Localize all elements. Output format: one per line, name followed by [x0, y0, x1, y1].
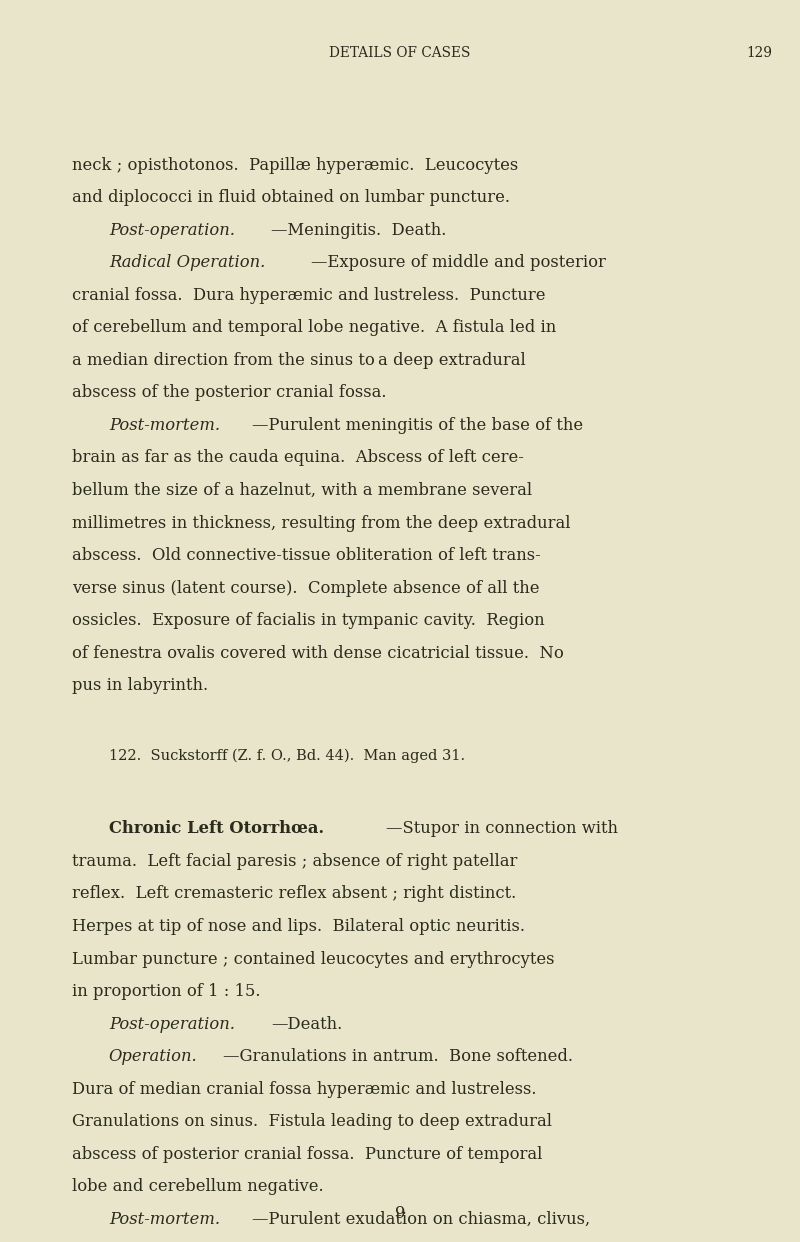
Text: DETAILS OF CASES: DETAILS OF CASES — [330, 46, 470, 60]
Text: Granulations on sinus.  Fistula leading to deep extradural: Granulations on sinus. Fistula leading t… — [72, 1113, 552, 1130]
Text: verse sinus (latent course).  Complete absence of all the: verse sinus (latent course). Complete ab… — [72, 580, 539, 596]
Text: Operation.: Operation. — [109, 1048, 198, 1066]
Text: 122.  Suckstorff (Z. f. O., Bd. 44).  Man aged 31.: 122. Suckstorff (Z. f. O., Bd. 44). Man … — [109, 749, 465, 764]
Text: Chronic Left Otorrhœa.: Chronic Left Otorrhœa. — [109, 821, 324, 837]
Text: of fenestra ovalis covered with dense cicatricial tissue.  No: of fenestra ovalis covered with dense ci… — [72, 645, 564, 662]
Text: —Exposure of middle and posterior: —Exposure of middle and posterior — [310, 255, 606, 271]
Text: Post-operation.: Post-operation. — [109, 1016, 235, 1032]
Text: Dura of median cranial fossa hyperæmic and lustreless.: Dura of median cranial fossa hyperæmic a… — [72, 1081, 537, 1098]
Text: Lumbar puncture ; contained leucocytes and erythrocytes: Lumbar puncture ; contained leucocytes a… — [72, 950, 554, 968]
Text: reflex.  Left cremasteric reflex absent ; right distinct.: reflex. Left cremasteric reflex absent ;… — [72, 886, 516, 903]
Text: in proportion of 1 : 15.: in proportion of 1 : 15. — [72, 984, 261, 1000]
Text: 129: 129 — [746, 46, 772, 60]
Text: —Purulent exudation on chiasma, clivus,: —Purulent exudation on chiasma, clivus, — [252, 1211, 590, 1228]
Text: abscess of the posterior cranial fossa.: abscess of the posterior cranial fossa. — [72, 384, 386, 401]
Text: brain as far as the cauda equina.  Abscess of left cere-: brain as far as the cauda equina. Absces… — [72, 450, 524, 467]
Text: a median direction from the sinus to a deep extradural: a median direction from the sinus to a d… — [72, 351, 526, 369]
Text: millimetres in thickness, resulting from the deep extradural: millimetres in thickness, resulting from… — [72, 514, 570, 532]
Text: trauma.  Left facial paresis ; absence of right patellar: trauma. Left facial paresis ; absence of… — [72, 853, 518, 869]
Text: —Granulations in antrum.  Bone softened.: —Granulations in antrum. Bone softened. — [223, 1048, 574, 1066]
Text: and diplococci in fluid obtained on lumbar puncture.: and diplococci in fluid obtained on lumb… — [72, 189, 510, 206]
Text: cranial fossa.  Dura hyperæmic and lustreless.  Puncture: cranial fossa. Dura hyperæmic and lustre… — [72, 287, 546, 304]
Text: ossicles.  Exposure of facialis in tympanic cavity.  Region: ossicles. Exposure of facialis in tympan… — [72, 612, 545, 630]
Text: 9: 9 — [394, 1205, 406, 1222]
Text: lobe and cerebellum negative.: lobe and cerebellum negative. — [72, 1179, 324, 1195]
Text: Post-mortem.: Post-mortem. — [109, 1211, 220, 1228]
Text: —Meningitis.  Death.: —Meningitis. Death. — [271, 221, 446, 238]
Text: Post-mortem.: Post-mortem. — [109, 417, 220, 433]
Text: pus in labyrinth.: pus in labyrinth. — [72, 677, 208, 694]
Text: of cerebellum and temporal lobe negative.  A fistula led in: of cerebellum and temporal lobe negative… — [72, 319, 556, 337]
Text: bellum the size of a hazelnut, with a membrane several: bellum the size of a hazelnut, with a me… — [72, 482, 532, 499]
Text: Radical Operation.: Radical Operation. — [109, 255, 265, 271]
Text: abscess.  Old connective-tissue obliteration of left trans-: abscess. Old connective-tissue obliterat… — [72, 546, 541, 564]
Text: abscess of posterior cranial fossa.  Puncture of temporal: abscess of posterior cranial fossa. Punc… — [72, 1146, 542, 1163]
Text: Post-operation.: Post-operation. — [109, 221, 235, 238]
Text: neck ; opisthotonos.  Papillæ hyperæmic.  Leucocytes: neck ; opisthotonos. Papillæ hyperæmic. … — [72, 156, 518, 174]
Text: Herpes at tip of nose and lips.  Bilateral optic neuritis.: Herpes at tip of nose and lips. Bilatera… — [72, 918, 525, 935]
Text: —Death.: —Death. — [271, 1016, 342, 1032]
Text: —Stupor in connection with: —Stupor in connection with — [386, 821, 618, 837]
Text: —Purulent meningitis of the base of the: —Purulent meningitis of the base of the — [252, 417, 583, 433]
